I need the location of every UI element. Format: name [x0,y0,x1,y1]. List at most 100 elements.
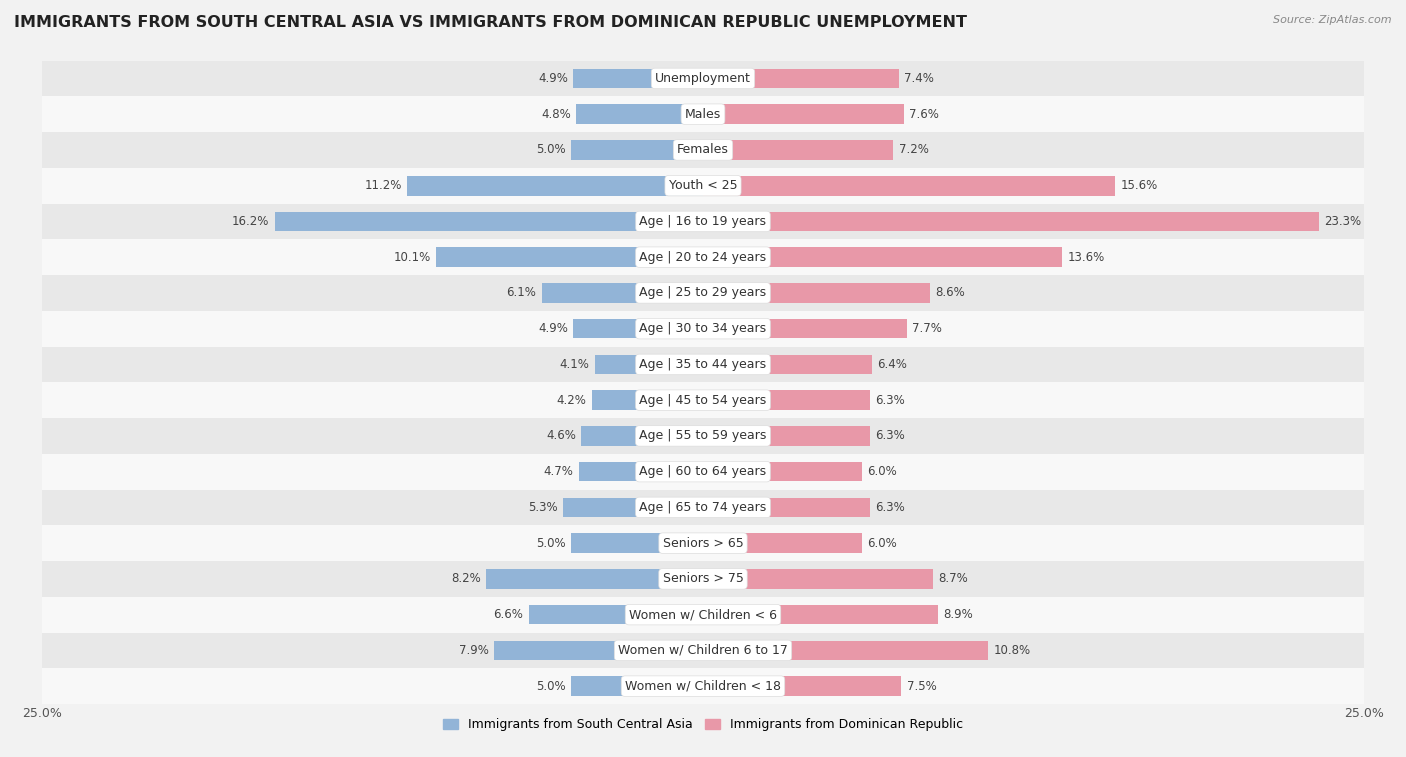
Bar [582,426,703,446]
Text: 15.6%: 15.6% [1121,179,1159,192]
Bar [703,140,893,160]
Bar [42,132,1364,168]
Text: Females: Females [678,143,728,157]
Text: 6.3%: 6.3% [875,394,904,407]
Text: Women w/ Children < 18: Women w/ Children < 18 [626,680,780,693]
Bar [42,275,1364,311]
Text: Age | 35 to 44 years: Age | 35 to 44 years [640,358,766,371]
Text: Age | 55 to 59 years: Age | 55 to 59 years [640,429,766,442]
Text: 6.3%: 6.3% [875,429,904,442]
Text: Seniors > 65: Seniors > 65 [662,537,744,550]
Text: 23.3%: 23.3% [1324,215,1361,228]
Bar [703,569,934,589]
Bar [42,347,1364,382]
Text: 7.4%: 7.4% [904,72,934,85]
Bar [562,497,703,517]
Text: Age | 20 to 24 years: Age | 20 to 24 years [640,251,766,263]
Bar [42,561,1364,597]
Bar [42,525,1364,561]
Bar [42,668,1364,704]
Bar [574,319,703,338]
Bar [579,462,703,481]
Text: 6.0%: 6.0% [868,537,897,550]
Bar [571,676,703,696]
Text: Women w/ Children 6 to 17: Women w/ Children 6 to 17 [619,644,787,657]
Bar [529,605,703,625]
Bar [703,605,938,625]
Bar [574,69,703,89]
Bar [42,311,1364,347]
Bar [436,248,703,267]
Bar [703,640,988,660]
Bar [274,212,703,231]
Text: 6.3%: 6.3% [875,501,904,514]
Text: Age | 45 to 54 years: Age | 45 to 54 years [640,394,766,407]
Bar [703,283,931,303]
Text: 5.0%: 5.0% [536,537,565,550]
Text: 4.8%: 4.8% [541,107,571,120]
Bar [703,676,901,696]
Bar [703,462,862,481]
Text: 7.9%: 7.9% [458,644,489,657]
Bar [703,104,904,124]
Bar [703,497,869,517]
Text: 8.9%: 8.9% [943,608,973,621]
Text: 11.2%: 11.2% [364,179,402,192]
Bar [42,597,1364,633]
Bar [42,633,1364,668]
Legend: Immigrants from South Central Asia, Immigrants from Dominican Republic: Immigrants from South Central Asia, Immi… [437,713,969,737]
Text: 10.8%: 10.8% [994,644,1031,657]
Text: 6.0%: 6.0% [868,465,897,478]
Bar [703,69,898,89]
Bar [42,204,1364,239]
Text: 4.1%: 4.1% [560,358,589,371]
Text: 6.6%: 6.6% [494,608,523,621]
Bar [703,534,862,553]
Text: 4.2%: 4.2% [557,394,586,407]
Text: 7.5%: 7.5% [907,680,936,693]
Text: 7.6%: 7.6% [910,107,939,120]
Bar [703,391,869,410]
Text: 5.3%: 5.3% [529,501,558,514]
Bar [42,61,1364,96]
Bar [592,391,703,410]
Text: 7.7%: 7.7% [912,322,942,335]
Text: Women w/ Children < 6: Women w/ Children < 6 [628,608,778,621]
Text: Youth < 25: Youth < 25 [669,179,737,192]
Text: Unemployment: Unemployment [655,72,751,85]
Text: Age | 30 to 34 years: Age | 30 to 34 years [640,322,766,335]
Bar [595,354,703,374]
Text: 8.2%: 8.2% [451,572,481,585]
Bar [42,490,1364,525]
Text: IMMIGRANTS FROM SOUTH CENTRAL ASIA VS IMMIGRANTS FROM DOMINICAN REPUBLIC UNEMPLO: IMMIGRANTS FROM SOUTH CENTRAL ASIA VS IM… [14,15,967,30]
Bar [42,239,1364,275]
Text: 8.6%: 8.6% [935,286,966,300]
Bar [703,176,1115,195]
Text: Source: ZipAtlas.com: Source: ZipAtlas.com [1274,15,1392,25]
Text: 8.7%: 8.7% [938,572,967,585]
Bar [703,354,872,374]
Bar [703,212,1319,231]
Text: Age | 60 to 64 years: Age | 60 to 64 years [640,465,766,478]
Text: 6.1%: 6.1% [506,286,537,300]
Bar [406,176,703,195]
Bar [576,104,703,124]
Text: Males: Males [685,107,721,120]
Text: Age | 16 to 19 years: Age | 16 to 19 years [640,215,766,228]
Text: Age | 65 to 74 years: Age | 65 to 74 years [640,501,766,514]
Text: 16.2%: 16.2% [232,215,270,228]
Bar [42,382,1364,418]
Text: 6.4%: 6.4% [877,358,907,371]
Bar [541,283,703,303]
Bar [571,534,703,553]
Text: 4.9%: 4.9% [538,72,568,85]
Bar [42,96,1364,132]
Bar [703,426,869,446]
Bar [703,319,907,338]
Text: Seniors > 75: Seniors > 75 [662,572,744,585]
Text: 13.6%: 13.6% [1067,251,1105,263]
Text: 5.0%: 5.0% [536,680,565,693]
Bar [42,418,1364,453]
Text: 4.7%: 4.7% [544,465,574,478]
Text: 4.9%: 4.9% [538,322,568,335]
